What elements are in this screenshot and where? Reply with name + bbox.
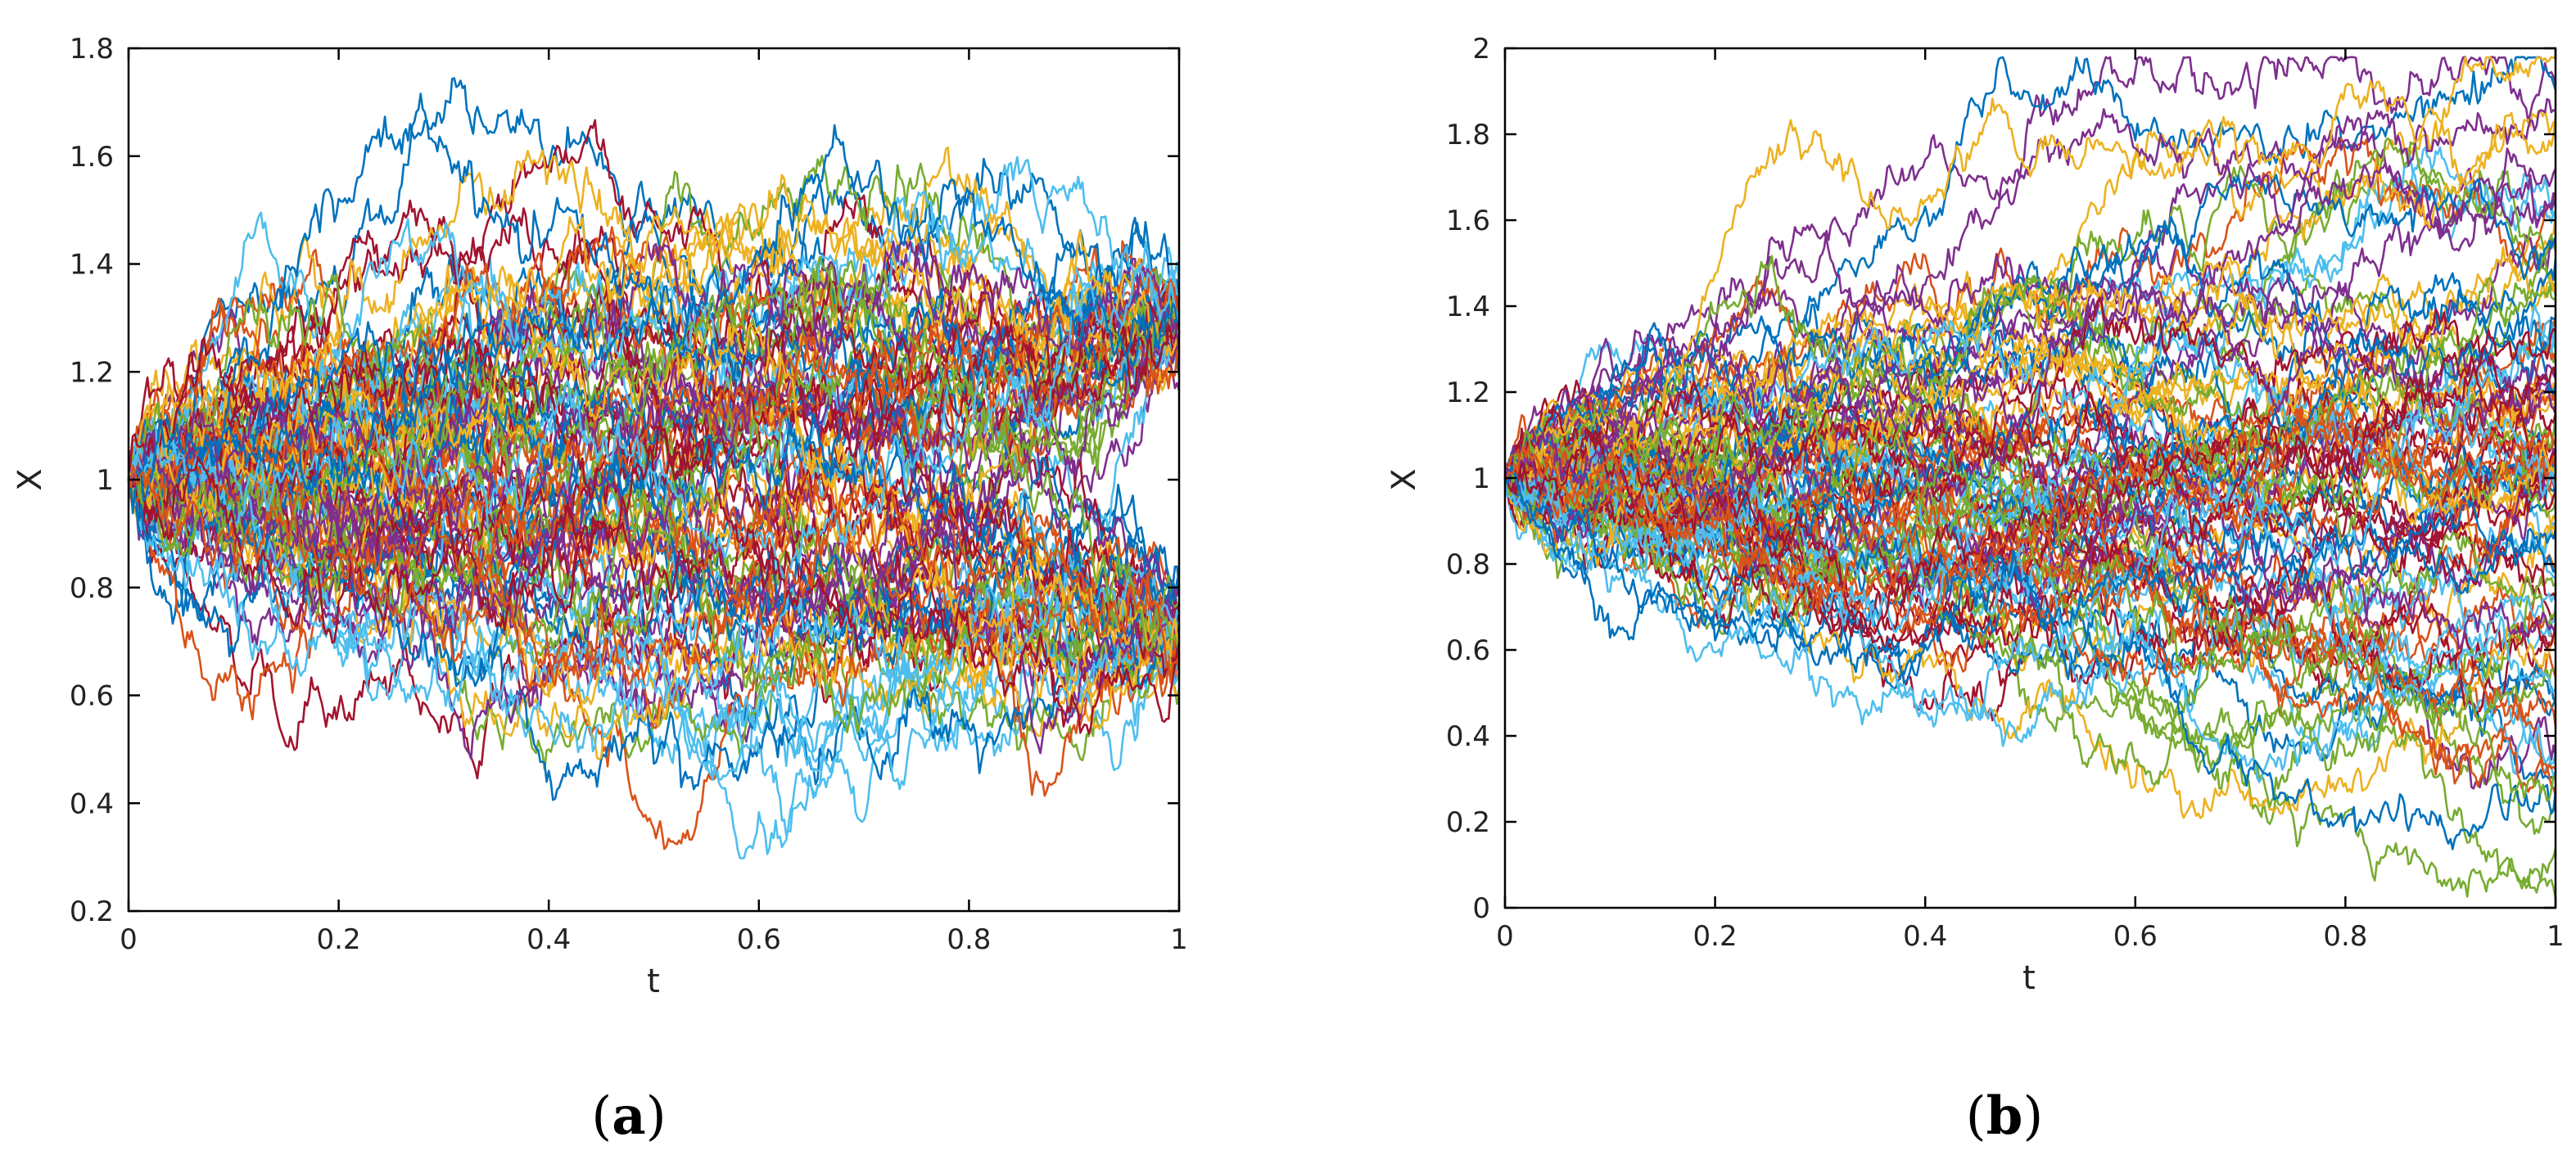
- sample-path: [1503, 416, 2557, 650]
- y-tick-label: 1.2: [1446, 377, 1490, 409]
- y-tick-label: 1.8: [70, 33, 114, 65]
- y-tick-label: 1.4: [1446, 291, 1490, 323]
- x-tick-label: 0.6: [737, 923, 781, 956]
- sample-path: [1503, 115, 2557, 479]
- sample-path: [1503, 167, 2557, 497]
- x-tick-label: 0.2: [1693, 920, 1738, 953]
- sample-path: [127, 455, 1181, 690]
- sample-path: [127, 115, 1180, 542]
- sample-path: [127, 293, 1181, 657]
- y-tick-label: 0.2: [1446, 806, 1490, 839]
- chart-panel-b: 0 0.2 0.4 0.6 0.8 1 0 0.2 0.4 0.6 0.8 1 1.2 1.4 1.6 1.8…: [1385, 33, 2565, 1147]
- sample-path: [127, 305, 1181, 625]
- sample-path: [128, 124, 1180, 515]
- sample-path: [127, 255, 1181, 656]
- sample-path: [1503, 408, 2557, 557]
- y-tick-label: 1: [96, 464, 114, 497]
- sample-path: [127, 271, 1180, 526]
- y-tick-label: 1.4: [70, 249, 114, 282]
- y-tick-label: 1.8: [1446, 119, 1490, 151]
- sample-path: [1503, 477, 2557, 850]
- y-tick-label: 0.4: [70, 787, 114, 820]
- y-tick-label: 0.6: [70, 680, 114, 713]
- sample-path: [1504, 365, 2557, 635]
- y-axis-label-b: X: [1385, 468, 1423, 490]
- y-tick-label: 1.6: [70, 141, 114, 174]
- y-axis-label-a: X: [11, 468, 49, 490]
- sample-path: [1503, 79, 2557, 493]
- series-group-b: [1503, 56, 2557, 900]
- sample-path: [1504, 400, 2557, 638]
- sample-path: [1503, 470, 2557, 783]
- series-group-a: [127, 77, 1181, 859]
- ticks-b: 0 0.2 0.4 0.6 0.8 1 0 0.2 0.4 0.6 0.8 1 1.2 1.4 1.6 1.8…: [1446, 33, 2565, 953]
- sample-path: [127, 240, 1181, 530]
- sample-path: [127, 426, 1181, 755]
- sample-path: [1504, 408, 2556, 616]
- x-tick-label: 1: [2547, 920, 2565, 953]
- y-tick-label: 0: [1472, 892, 1490, 925]
- sample-path: [1503, 97, 2556, 479]
- x-tick-label: 0.4: [526, 923, 571, 956]
- y-tick-label: 0.2: [70, 896, 114, 928]
- sample-path: [1504, 449, 2556, 793]
- y-tick-label: 0.8: [1446, 548, 1490, 581]
- y-tick-label: 0.4: [1446, 720, 1490, 753]
- sample-path: [1503, 403, 2556, 809]
- y-tick-label: 0.8: [70, 572, 114, 605]
- y-tick-label: 1.6: [1446, 205, 1490, 237]
- panel-label-b: (b): [1966, 1085, 2044, 1147]
- sample-path: [1503, 465, 2557, 677]
- x-tick-label: 0.4: [1903, 920, 1947, 953]
- x-tick-label: 0.8: [2323, 920, 2367, 953]
- sample-path: [1503, 109, 2556, 480]
- sample-path: [1503, 322, 2557, 566]
- sample-path: [1504, 394, 2556, 802]
- sample-path: [1504, 255, 2557, 549]
- x-tick-label: 0.8: [947, 923, 991, 956]
- sample-path: [127, 424, 1181, 735]
- chart-panel-a: 0 0.2 0.4 0.6 0.8 10.20.40.60.811.21.41.61.8 …: [11, 33, 1188, 1147]
- y-tick-label: 2: [1472, 33, 1490, 65]
- sample-path: [1503, 362, 2557, 602]
- y-tick-label: 1.2: [70, 356, 114, 389]
- ticks-a: 0 0.2 0.4 0.6 0.8 10.20.40.60.811.21.41.61.8: [70, 33, 1188, 956]
- x-tick-label: 1: [1170, 923, 1188, 956]
- x-tick-label: 0: [120, 923, 138, 956]
- y-tick-label: 1: [1472, 462, 1490, 495]
- x-tick-label: 0.6: [2113, 920, 2158, 953]
- x-tick-label: 0.2: [317, 923, 361, 956]
- sample-path: [1503, 397, 2557, 650]
- sample-path: [127, 479, 1181, 801]
- x-tick-label: 0: [1496, 920, 1514, 953]
- sample-path: [127, 278, 1181, 501]
- sample-path: [1503, 471, 2557, 819]
- sample-path: [1503, 342, 2556, 526]
- sample-path: [127, 479, 1181, 837]
- x-axis-label-a: t: [647, 963, 660, 1000]
- sample-path: [128, 312, 1181, 607]
- x-axis-label-b: t: [2022, 959, 2036, 997]
- y-tick-label: 0.6: [1446, 634, 1490, 667]
- sample-path: [127, 474, 1180, 733]
- panel-label-a: (a): [591, 1085, 666, 1147]
- sample-path: [1503, 327, 2557, 498]
- sample-path: [1503, 281, 2557, 488]
